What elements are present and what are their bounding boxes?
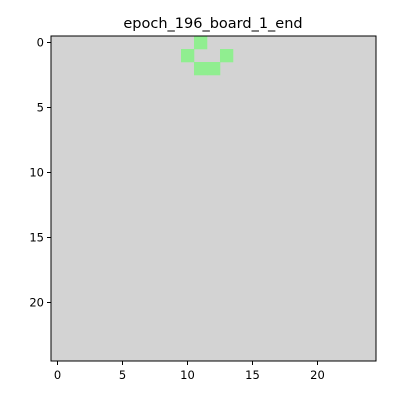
active-cell (220, 49, 234, 63)
active-cell (194, 62, 208, 76)
chart-title: epoch_196_board_1_end (123, 16, 302, 32)
active-cell (194, 36, 208, 50)
active-cell (207, 62, 221, 76)
axis-ticks: 0 5 10 15 20 0 5 10 15 20 (29, 36, 324, 383)
board-background (51, 36, 376, 361)
x-tick-label: 10 (180, 368, 195, 382)
board-area (51, 36, 376, 361)
plot-frame (50, 35, 377, 362)
y-tick-label: 0 (37, 36, 44, 50)
active-cell (181, 49, 195, 63)
x-tick-label: 15 (245, 368, 260, 382)
x-tick-label: 20 (310, 368, 325, 382)
y-tick-label: 10 (29, 166, 44, 180)
x-tick-label: 5 (119, 368, 126, 382)
x-tick-label: 0 (54, 368, 61, 382)
y-tick-label: 20 (29, 296, 44, 310)
y-tick-label: 5 (37, 101, 44, 115)
y-tick-label: 15 (29, 231, 44, 245)
